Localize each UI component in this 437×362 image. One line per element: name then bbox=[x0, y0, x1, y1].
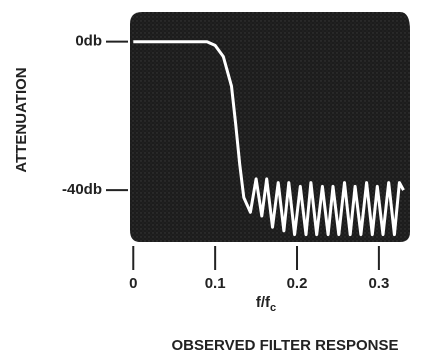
x-tick-label: 0.1 bbox=[205, 275, 226, 292]
x-tick-label: 0.2 bbox=[287, 275, 308, 292]
x-axis-label-sub: c bbox=[270, 302, 276, 314]
chart: ATTENUATION f/fc OBSERVED FILTER RESPONS… bbox=[0, 0, 437, 362]
y-axis-label: ATTENUATION bbox=[13, 67, 30, 172]
x-tick-label: 0 bbox=[129, 275, 137, 292]
x-axis-label-main: f/f bbox=[256, 294, 271, 311]
caption: OBSERVED FILTER RESPONSE bbox=[172, 337, 399, 354]
x-axis-label: f/fc bbox=[256, 294, 276, 314]
y-tick-label: 0db bbox=[75, 33, 102, 50]
y-tick-label: -40db bbox=[62, 181, 102, 198]
x-tick-label: 0.3 bbox=[368, 275, 389, 292]
